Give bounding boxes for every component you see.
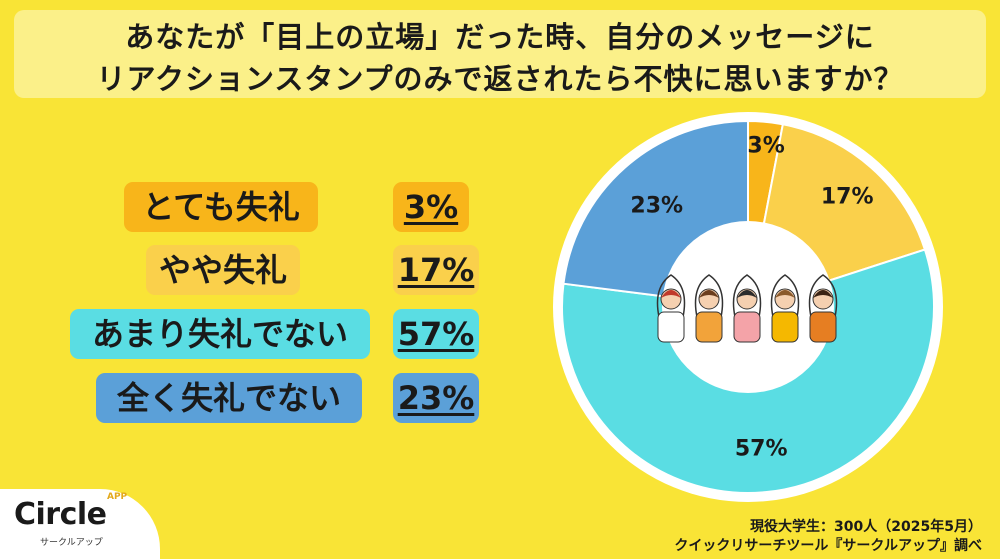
logo-badge: APP	[107, 492, 128, 502]
chart-title-line-2: リアクションスタンプのみで返されたら不快に思いますか？	[96, 62, 904, 96]
logo-name: Circle	[14, 497, 107, 532]
chart-title-line-1: あなたが「目上の立場」だった時、自分のメッセージに	[125, 20, 875, 54]
legend-label-somewhat-rude: やや失礼	[146, 245, 300, 295]
person-figure	[694, 274, 724, 343]
source-note-sample: 現役大学生：300人（2025年5月）	[750, 519, 982, 535]
circle-app-logo: Circle APP サークルアップ	[0, 489, 160, 559]
person-figure	[732, 274, 762, 343]
legend-percent-not-very-rude: 57%	[393, 309, 479, 359]
slice-label-not-rude-at-all: 23%	[630, 193, 683, 218]
person-figure	[808, 274, 838, 343]
legend-percent-very-rude: 3%	[393, 182, 469, 232]
slice-label-very-rude: 3%	[747, 134, 784, 159]
slice-label-somewhat-rude: 17%	[821, 184, 874, 209]
legend-label-not-rude-at-all: 全く失礼でない	[96, 373, 362, 423]
legend-percent-somewhat-rude: 17%	[393, 245, 479, 295]
legend-label-very-rude: とても失礼	[124, 182, 318, 232]
logo-subtitle: サークルアップ	[40, 538, 103, 548]
donut-chart: 3% 17% 57% 23%	[553, 112, 943, 502]
person-figure	[656, 274, 686, 343]
legend-label-not-very-rude: あまり失礼でない	[70, 309, 370, 359]
person-figure	[770, 274, 800, 343]
source-note-tool: クイックリサーチツール『サークルアップ』調べ	[674, 538, 982, 554]
legend-percent-not-rude-at-all: 23%	[393, 373, 479, 423]
title-band	[14, 10, 986, 98]
slice-label-not-very-rude: 57%	[735, 436, 788, 461]
people-illustration	[656, 274, 838, 343]
